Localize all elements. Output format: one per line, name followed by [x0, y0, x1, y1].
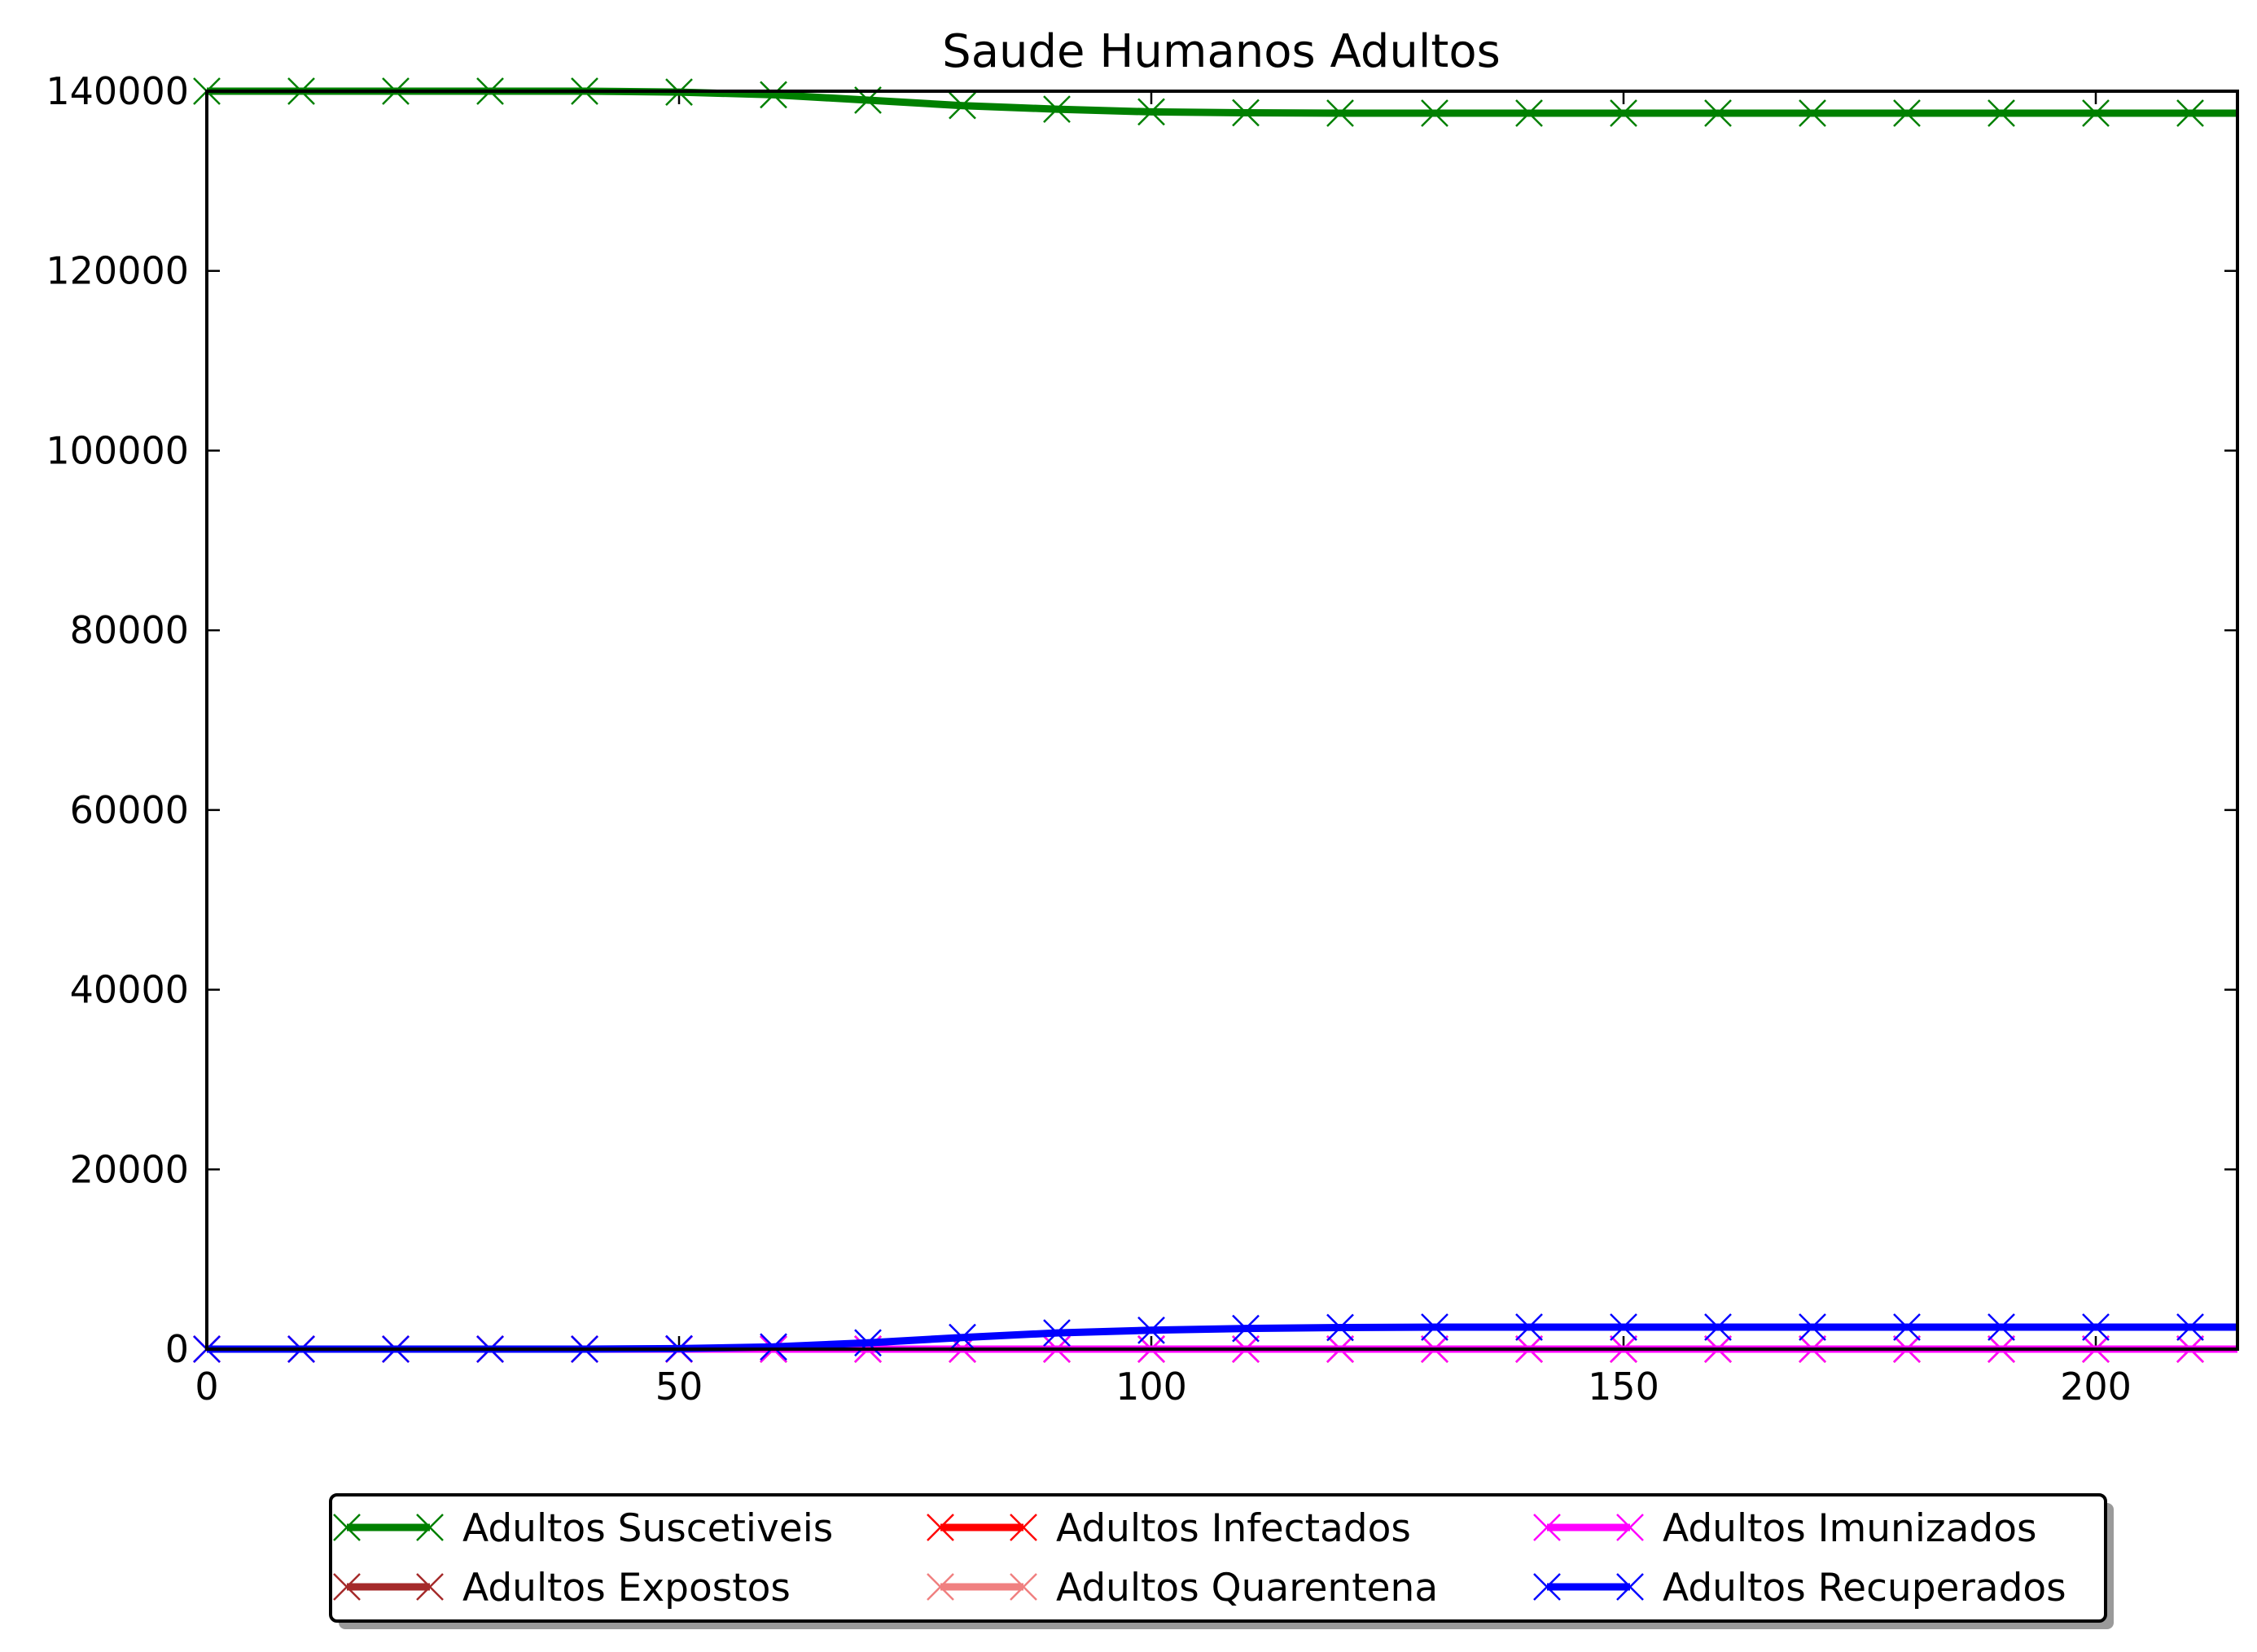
legend-swatch-marker [416, 1573, 444, 1601]
legend-entry: Adultos Quarentena [927, 1566, 1438, 1610]
y-tick-label: 80000 [70, 608, 189, 652]
data-point-marker [1799, 1313, 1826, 1341]
legend-label: Adultos Quarentena [1056, 1566, 1438, 1610]
data-point-marker [1232, 1314, 1260, 1343]
legend-swatch-marker [333, 1573, 361, 1601]
legend-box [329, 1493, 2107, 1623]
data-point-marker [2082, 99, 2110, 127]
legend-label: Adultos Infectados [1056, 1506, 1411, 1551]
plot-frame [205, 90, 2239, 1351]
legend-swatch-marker [1616, 1573, 1644, 1601]
legend-swatch-marker [1533, 1514, 1561, 1541]
data-point-marker [949, 1323, 976, 1352]
legend-swatch-marker [416, 1514, 444, 1541]
data-point-marker [1137, 1316, 1165, 1344]
data-point-marker [760, 81, 787, 109]
data-point-marker [1043, 95, 1071, 123]
legend-entry: Adultos Recuperados [1533, 1566, 2066, 1610]
legend-label: Adultos Suscetiveis [462, 1506, 833, 1551]
data-point-marker [760, 1333, 787, 1361]
data-point-marker [1987, 99, 2015, 127]
data-point-marker [1515, 1313, 1543, 1341]
data-point-marker [1893, 1313, 1921, 1341]
x-tick-label: 100 [1115, 1365, 1187, 1409]
chart-title: Saude Humanos Adultos [942, 25, 1501, 78]
data-point-marker [854, 1329, 882, 1357]
data-point-marker [2176, 1313, 2204, 1341]
legend-swatch-marker [927, 1573, 954, 1601]
data-point-marker [1893, 99, 1921, 127]
y-tick-label: 60000 [70, 788, 189, 832]
x-tick-label: 150 [1588, 1365, 1659, 1409]
data-point-marker [1704, 99, 1732, 127]
data-point-marker [1610, 1313, 1637, 1341]
data-point-marker [1137, 98, 1165, 126]
data-point-marker [1515, 99, 1543, 127]
data-point-marker [1610, 99, 1637, 127]
legend-label: Adultos Recuperados [1663, 1566, 2066, 1610]
data-point-marker [949, 91, 976, 120]
y-tick-label: 40000 [70, 968, 189, 1012]
legend-entry: Adultos Expostos [333, 1566, 791, 1610]
y-tick-label: 100000 [46, 428, 189, 472]
legend: Adultos Suscetiveis Adultos Expostos Adult… [329, 1493, 2114, 1629]
data-point-marker [2176, 99, 2204, 127]
x-tick-label: 50 [655, 1365, 703, 1409]
legend-entry: Adultos Infectados [927, 1506, 1411, 1551]
data-point-marker [1421, 1313, 1448, 1341]
legend-swatch-marker [927, 1514, 954, 1541]
data-point-marker [1799, 99, 1826, 127]
legend-swatch-marker [1533, 1573, 1561, 1601]
data-point-marker [1704, 1313, 1732, 1341]
data-point-marker [1987, 1313, 2015, 1341]
data-point-marker [1043, 1319, 1071, 1347]
axis-ticks: 0 50 100 150 200 0 20000 40000 60000 80000 100000 1… [46, 69, 2237, 1409]
y-tick-label: 120000 [46, 249, 189, 293]
data-point-marker [1232, 99, 1260, 127]
x-tick-label: 200 [2060, 1365, 2132, 1409]
legend-label: Adultos Imunizados [1663, 1506, 2036, 1551]
legend-swatch-marker [1010, 1573, 1037, 1601]
x-tick-label: 0 [195, 1365, 218, 1409]
data-point-marker [1421, 99, 1448, 127]
y-tick-label: 140000 [46, 69, 189, 113]
legend-swatch-marker [333, 1514, 361, 1541]
legend-entry: Adultos Imunizados [1533, 1506, 2036, 1551]
y-tick-label: 0 [165, 1327, 189, 1371]
data-point-marker [2082, 1313, 2110, 1341]
legend-label: Adultos Expostos [462, 1566, 791, 1610]
data-point-marker [1326, 1313, 1354, 1342]
y-tick-label: 20000 [70, 1147, 189, 1191]
data-point-marker [1326, 99, 1354, 127]
legend-swatch-marker [1010, 1514, 1037, 1541]
legend-entry: Adultos Suscetiveis [333, 1506, 833, 1551]
legend-swatch-marker [1616, 1514, 1644, 1541]
plot-area [207, 91, 2237, 1349]
